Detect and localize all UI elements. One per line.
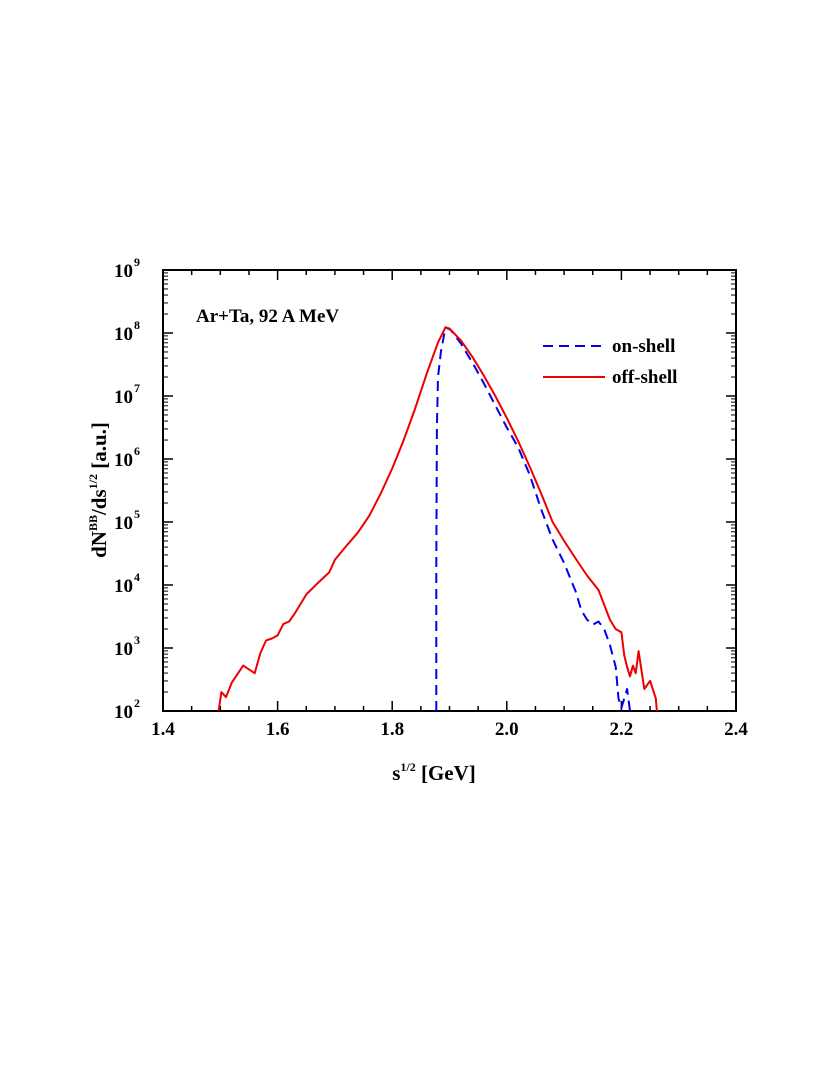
x-tick-label: 2.4 bbox=[724, 719, 748, 740]
y-tick-label-exponent: 3 bbox=[134, 633, 140, 647]
y-tick-label-exponent: 5 bbox=[134, 507, 140, 521]
x-axis-title-sup: 1/2 bbox=[400, 760, 415, 774]
y-tick-label: 10 bbox=[114, 387, 133, 408]
y-axis-title-sup2: 1/2 bbox=[86, 474, 100, 489]
y-tick-label-exponent: 4 bbox=[134, 570, 140, 584]
x-tick-label: 1.6 bbox=[266, 719, 290, 740]
y-tick-label: 10 bbox=[114, 639, 133, 660]
y-axis-title-p1: dN bbox=[87, 531, 111, 558]
x-tick-label: 2.0 bbox=[495, 719, 519, 740]
y-tick-label-exponent: 2 bbox=[134, 696, 140, 710]
y-tick-label-exponent: 6 bbox=[134, 444, 140, 458]
legend-label-on-shell: on-shell bbox=[612, 336, 675, 357]
y-axis-title-p3: [a.u.] bbox=[87, 422, 111, 474]
y-tick-label: 10 bbox=[114, 450, 133, 471]
y-axis-title: dNBB/ds1/2 [a.u.] bbox=[86, 422, 111, 558]
legend-label-off-shell: off-shell bbox=[612, 367, 677, 388]
y-tick-label: 10 bbox=[114, 513, 133, 534]
y-axis-title-sup1: BB bbox=[86, 515, 100, 531]
x-axis-title-rest: [GeV] bbox=[416, 761, 476, 785]
y-tick-label: 10 bbox=[114, 576, 133, 597]
y-tick-label: 10 bbox=[114, 702, 133, 723]
x-tick-label: 1.8 bbox=[380, 719, 404, 740]
series-line-off-shell bbox=[217, 326, 658, 711]
series-line-on-shell bbox=[435, 326, 631, 711]
y-tick-label-exponent: 9 bbox=[134, 255, 140, 269]
y-tick-label: 10 bbox=[114, 324, 133, 345]
plot-annotation: Ar+Ta, 92 A MeV bbox=[196, 306, 339, 327]
x-axis-title-base: s bbox=[392, 761, 400, 785]
legend: on-shell off-shell bbox=[543, 336, 677, 388]
y-axis-title-p2: /ds bbox=[87, 489, 111, 516]
x-tick-label: 2.2 bbox=[610, 719, 634, 740]
y-tick-label-exponent: 8 bbox=[134, 318, 140, 332]
plot-area: 1.4 1.6 1.8 2.0 2.2 2.410 210 310 410 510 610 710 81… bbox=[114, 255, 748, 740]
x-axis-title: s1/2 [GeV] bbox=[392, 760, 476, 785]
y-tick-label: 10 bbox=[114, 261, 133, 282]
x-tick-label: 1.4 bbox=[151, 719, 175, 740]
y-tick-label-exponent: 7 bbox=[134, 381, 140, 395]
